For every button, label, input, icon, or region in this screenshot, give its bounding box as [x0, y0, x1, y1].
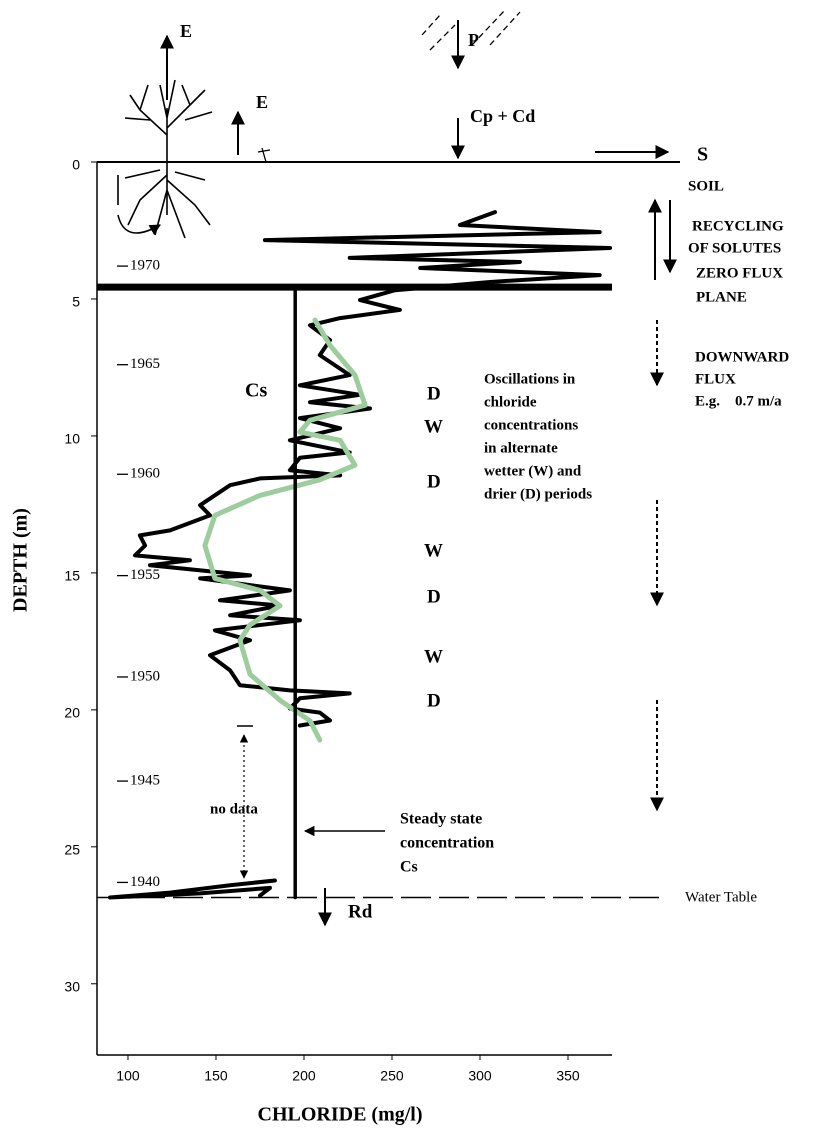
annotation: D: [427, 586, 441, 607]
annotation: SOIL: [688, 178, 724, 194]
annotation: Cp + Cd: [470, 106, 535, 126]
annotation: Steady state: [400, 811, 482, 828]
annotation: D: [427, 383, 441, 404]
annotation: Water Table: [685, 889, 757, 905]
annotation: in alternate: [484, 440, 558, 456]
year-label: 1955: [130, 567, 160, 583]
annotation: W: [424, 416, 443, 437]
annotation: wetter (W) and: [484, 463, 582, 479]
annotation: D: [427, 471, 441, 492]
annotation: P: [468, 30, 479, 50]
annotation: D: [427, 690, 441, 711]
x-tick-label: 150: [204, 1068, 228, 1084]
annotation: W: [424, 646, 443, 667]
annotation: PLANE: [696, 289, 747, 305]
year-label: 1945: [130, 773, 160, 789]
annotation: ZERO FLUX: [696, 265, 783, 281]
annotation: Oscillations in: [484, 371, 576, 387]
annotation: drier (D) periods: [484, 486, 592, 502]
annotation: concentrations: [484, 417, 578, 433]
y-tick-label: 10: [64, 431, 80, 447]
x-tick-label: 200: [292, 1068, 316, 1084]
tree-sketch: [117, 79, 271, 239]
x-axis-title: CHLORIDE (mg/l): [258, 1104, 423, 1126]
annotation: concentration: [400, 835, 494, 852]
x-tick-label: 250: [380, 1068, 404, 1084]
annotation: no data: [210, 801, 258, 817]
annotation: E: [256, 92, 268, 112]
annotation: E: [180, 21, 192, 41]
annotation: Cs: [400, 859, 418, 876]
y-tick-label: 0: [72, 157, 80, 173]
y-axis-title: DEPTH (m): [10, 508, 32, 612]
y-tick-label: 5: [72, 294, 80, 310]
x-tick-label: 100: [116, 1068, 140, 1084]
annotation: FLUX: [695, 371, 736, 387]
diagram-arrows: [97, 9, 680, 927]
annotation: DOWNWARD: [695, 349, 789, 365]
y-tick-label: 20: [64, 705, 80, 721]
year-label: 1950: [130, 668, 160, 684]
chloride-profile: [108, 210, 613, 900]
smoothed-line: [202, 317, 368, 743]
year-label: 1960: [130, 466, 160, 482]
year-label: 1940: [130, 874, 160, 890]
x-tick-label: 350: [556, 1068, 580, 1084]
y-tick-label: 30: [64, 978, 80, 994]
annotation: OF SOLUTES: [688, 240, 781, 256]
annotation: W: [424, 540, 443, 561]
annotation: Rd: [348, 901, 373, 922]
annotation: Cs: [245, 380, 267, 402]
annotation: S: [697, 144, 708, 166]
annotation: E.g. 0.7 m/a: [695, 393, 782, 409]
y-tick-label: 15: [64, 568, 80, 584]
year-label: 1965: [130, 356, 160, 372]
annotation: chloride: [484, 394, 537, 410]
year-label: 1970: [130, 258, 160, 274]
y-tick-label: 25: [64, 842, 80, 858]
x-tick-label: 300: [468, 1068, 492, 1084]
annotation: RECYCLING: [692, 218, 784, 234]
